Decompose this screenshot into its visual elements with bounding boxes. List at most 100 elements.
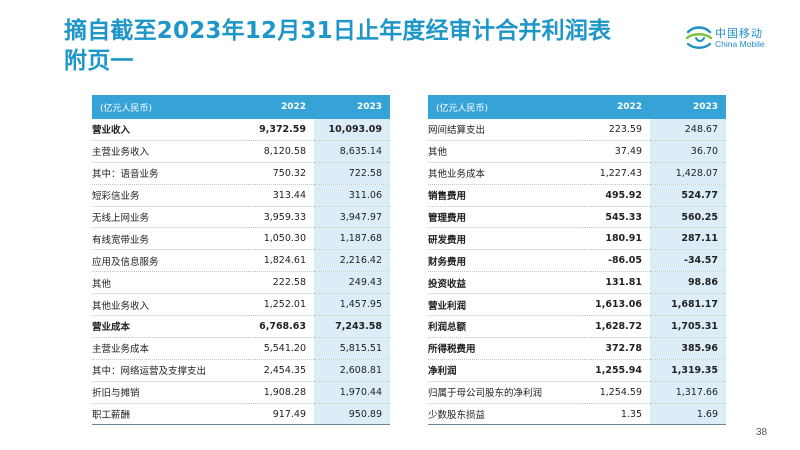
row-label: 营业利润 xyxy=(428,300,467,312)
value-2022: 1.35 xyxy=(620,408,642,420)
value-2022: 223.59 xyxy=(608,123,642,135)
row-label: 短彩信业务 xyxy=(92,191,140,203)
income-table-right: (亿元人民币) 2022 2023 网间结算支出 223.59 248.67 其他 37… xyxy=(428,95,726,425)
value-2023: 1,187.68 xyxy=(314,227,390,250)
value-2023: 287.11 xyxy=(650,227,726,250)
table-row: 归属于母公司股东的净利润 1,254.59 1,317.66 xyxy=(428,381,726,404)
value-2023: 560.25 xyxy=(650,206,726,228)
value-2022: 37.49 xyxy=(614,145,642,157)
table-row: 财务费用 -86.05 -34.57 xyxy=(428,249,726,272)
row-label: 所得税费用 xyxy=(428,344,476,356)
row-label: 折旧与摊销 xyxy=(92,388,140,400)
value-2023: 311.06 xyxy=(314,184,390,207)
value-2022: 1,050.30 xyxy=(263,233,306,245)
table-row: 其他业务收入 1,252.01 1,457.95 xyxy=(92,293,390,316)
row-label: 网间结算支出 xyxy=(428,125,486,137)
unit-header: (亿元人民币) xyxy=(428,95,585,119)
value-2022: 545.33 xyxy=(605,211,642,223)
table-row: 管理费用 545.33 560.25 xyxy=(428,206,726,228)
table-row: 主营业务收入 8,120.58 8,635.14 xyxy=(92,140,390,163)
row-label: 无线上网业务 xyxy=(92,213,150,224)
row-label: 净利润 xyxy=(428,366,457,378)
row-label: 归属于母公司股东的净利润 xyxy=(428,388,543,400)
row-label: 应用及信息服务 xyxy=(92,256,159,268)
value-2023: 10,093.09 xyxy=(314,119,390,141)
row-label: 投资收益 xyxy=(428,278,467,290)
value-2022: 1,824.61 xyxy=(263,255,306,267)
value-2023: 249.43 xyxy=(314,271,390,294)
value-2023: 248.67 xyxy=(650,119,726,141)
year-2022-header: 2022 xyxy=(585,95,650,119)
value-2023: 722.58 xyxy=(314,162,390,185)
value-2023: 950.89 xyxy=(314,403,390,425)
value-2022: 180.91 xyxy=(605,233,642,245)
table-row: 营业利润 1,613.06 1,681.17 xyxy=(428,293,726,316)
value-2022: 750.32 xyxy=(272,167,306,179)
table-row: 少数股东损益 1.35 1.69 xyxy=(428,403,726,425)
value-2023: 1,319.35 xyxy=(650,359,726,382)
china-mobile-logo: 中国移动 China Mobile xyxy=(684,24,774,54)
row-label: 职工薪酬 xyxy=(92,410,131,422)
logo-text-cn: 中国移动 xyxy=(715,27,763,40)
value-2023: 1,428.07 xyxy=(650,162,726,185)
row-label: 其中：网络运营及支撑支出 xyxy=(92,366,207,378)
row-label: 其他 xyxy=(92,278,112,290)
table-header-row: (亿元人民币) 2022 2023 xyxy=(428,95,726,119)
table-row: 营业收入 9,372.59 10,093.09 xyxy=(92,119,390,141)
value-2022: -86.05 xyxy=(608,255,642,267)
page-number: 38 xyxy=(756,427,768,438)
value-2022: 313.44 xyxy=(272,189,306,201)
page-title: 摘自截至2023年12月31日止年度经审计合并利润表 附页一 xyxy=(64,16,611,76)
year-2023-header: 2023 xyxy=(314,95,390,119)
row-label: 财务费用 xyxy=(428,256,467,268)
row-label: 主营业务收入 xyxy=(92,147,150,159)
row-label: 营业收入 xyxy=(92,125,131,137)
year-2023-header: 2023 xyxy=(650,95,726,119)
value-2022: 131.81 xyxy=(605,277,642,289)
value-2022: 8,120.58 xyxy=(263,145,306,157)
table-row: 其他业务成本 1,227.43 1,428.07 xyxy=(428,162,726,185)
row-label: 有线宽带业务 xyxy=(92,234,150,246)
unit-header: (亿元人民币) xyxy=(92,95,249,119)
value-2023: 1,457.95 xyxy=(314,293,390,316)
value-2023: 2,608.81 xyxy=(314,359,390,382)
value-2022: 372.78 xyxy=(605,342,642,354)
value-2023: 524.77 xyxy=(650,184,726,207)
value-2023: 3,947.97 xyxy=(314,206,390,228)
table-row: 净利润 1,255.94 1,319.35 xyxy=(428,359,726,382)
row-label: 利润总额 xyxy=(428,322,467,334)
value-2022: 1,252.01 xyxy=(263,299,306,311)
value-2023: -34.57 xyxy=(650,249,726,272)
title-line-1: 摘自截至2023年12月31日止年度经审计合并利润表 xyxy=(64,18,612,44)
value-2023: 1,705.31 xyxy=(650,315,726,338)
value-2022: 2,454.35 xyxy=(263,364,306,376)
table-row: 有线宽带业务 1,050.30 1,187.68 xyxy=(92,227,390,250)
value-2023: 2,216.42 xyxy=(314,249,390,272)
table-row: 其中：网络运营及支撑支出 2,454.35 2,608.81 xyxy=(92,359,390,382)
row-label: 其中：语音业务 xyxy=(92,169,159,181)
value-2023: 5,815.51 xyxy=(314,337,390,360)
row-label: 研发费用 xyxy=(428,234,467,246)
table-row: 其中：语音业务 750.32 722.58 xyxy=(92,162,390,185)
year-2022-header: 2022 xyxy=(249,95,314,119)
table-row: 营业成本 6,768.63 7,243.58 xyxy=(92,315,390,338)
value-2022: 1,613.06 xyxy=(595,299,642,311)
row-label: 其他 xyxy=(428,147,448,159)
table-row: 短彩信业务 313.44 311.06 xyxy=(92,184,390,207)
value-2022: 6,768.63 xyxy=(259,320,306,332)
row-label: 其他业务收入 xyxy=(92,300,150,312)
row-label: 主营业务成本 xyxy=(92,344,150,356)
table-row: 研发费用 180.91 287.11 xyxy=(428,227,726,250)
table-row: 投资收益 131.81 98.86 xyxy=(428,271,726,294)
table-row: 职工薪酬 917.49 950.89 xyxy=(92,403,390,425)
value-2022: 1,908.28 xyxy=(263,386,306,398)
value-2023: 36.70 xyxy=(650,140,726,163)
china-mobile-logo-icon xyxy=(685,26,713,49)
table-row: 所得税费用 372.78 385.96 xyxy=(428,337,726,360)
row-label: 少数股东损益 xyxy=(428,410,486,422)
table-header-row: (亿元人民币) 2022 2023 xyxy=(92,95,390,119)
table-row: 应用及信息服务 1,824.61 2,216.42 xyxy=(92,249,390,272)
table-row: 折旧与摊销 1,908.28 1,970.44 xyxy=(92,381,390,404)
table-row: 主营业务成本 5,541.20 5,815.51 xyxy=(92,337,390,360)
value-2023: 1,317.66 xyxy=(650,381,726,404)
